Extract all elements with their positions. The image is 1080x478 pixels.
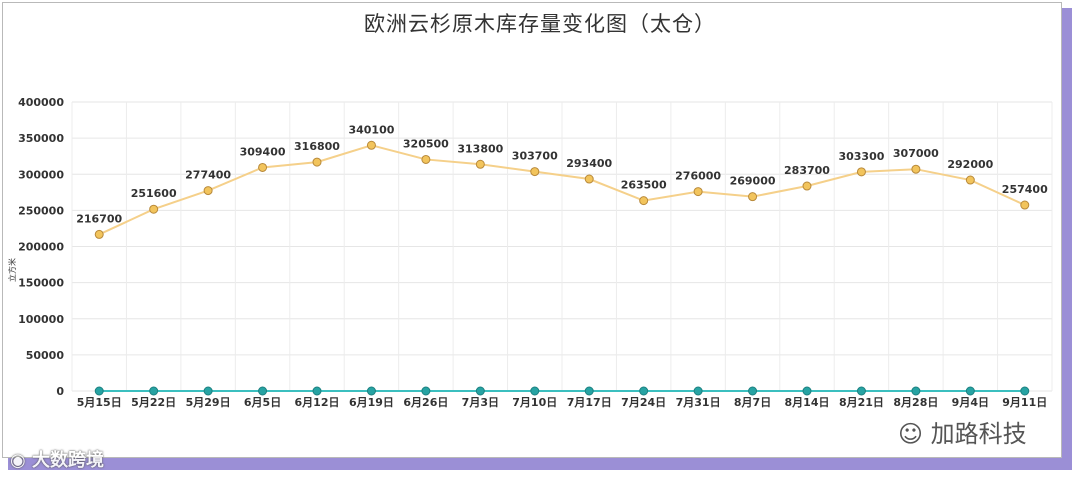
x-tick-label: 7月17日 bbox=[567, 396, 612, 409]
watermark-right: ☺ 加路科技 bbox=[898, 414, 1027, 449]
series-point bbox=[911, 164, 921, 174]
series-point bbox=[366, 386, 376, 396]
series-point bbox=[421, 154, 431, 164]
y-tick-label: 50000 bbox=[26, 349, 65, 362]
y-tick-label: 400000 bbox=[18, 96, 64, 109]
x-tick-label: 7月31日 bbox=[676, 396, 721, 409]
series-line bbox=[98, 144, 1026, 236]
series-point bbox=[149, 204, 159, 214]
data-label: 303300 bbox=[838, 150, 884, 163]
series-point bbox=[965, 386, 975, 396]
series-point bbox=[965, 175, 975, 185]
x-tick-label: 8月21日 bbox=[839, 396, 884, 409]
data-label: 292000 bbox=[947, 158, 993, 171]
series-point bbox=[911, 386, 921, 396]
series-point bbox=[584, 386, 594, 396]
y-tick-label: 100000 bbox=[18, 313, 64, 326]
series-point bbox=[856, 167, 866, 177]
weibo-icon: ◉ bbox=[10, 450, 32, 471]
y-tick-label: 200000 bbox=[18, 241, 64, 254]
data-label: 303700 bbox=[512, 150, 558, 163]
series-point bbox=[475, 386, 485, 396]
data-label: 257400 bbox=[1002, 183, 1048, 196]
watermark-left: ◉ 大数跨境 bbox=[10, 446, 104, 472]
x-tick-label: 9月11日 bbox=[1002, 396, 1047, 409]
x-tick-label: 7月10日 bbox=[512, 396, 557, 409]
data-label: 216700 bbox=[76, 212, 122, 225]
x-tick-label: 6月12日 bbox=[295, 396, 340, 409]
series-point bbox=[203, 386, 213, 396]
series-point bbox=[312, 386, 322, 396]
y-axis-label: 立方米 bbox=[7, 258, 17, 282]
data-label: 276000 bbox=[675, 170, 721, 183]
series-point bbox=[149, 386, 159, 396]
x-tick-labels: 5月15日 5月22日 5月29日 6月5日 6月12日 6月19日 6月26日 7月3日 7月… bbox=[77, 396, 1048, 409]
series-point bbox=[312, 157, 322, 167]
series-point bbox=[693, 187, 703, 197]
watermark-right-text: 加路科技 bbox=[930, 420, 1027, 448]
data-label: 316800 bbox=[294, 140, 340, 153]
x-tick-label: 8月28日 bbox=[893, 396, 938, 409]
series-point bbox=[748, 386, 758, 396]
y-tick-label: 150000 bbox=[18, 277, 64, 290]
series-point bbox=[530, 386, 540, 396]
data-label: 251600 bbox=[131, 187, 177, 200]
y-tick-labels: 0 50000 100000 150000 200000 250000 300000 3500… bbox=[18, 96, 64, 398]
chart-frame bbox=[2, 2, 1062, 458]
x-tick-label: 7月24日 bbox=[621, 396, 666, 409]
x-tick-label: 8月7日 bbox=[734, 396, 771, 409]
x-tick-label: 6月19日 bbox=[349, 396, 394, 409]
x-tick-label: 5月29日 bbox=[186, 396, 231, 409]
x-tick-label: 9月4日 bbox=[952, 396, 989, 409]
data-label: 277400 bbox=[185, 169, 231, 182]
series-point bbox=[802, 386, 812, 396]
y-tick-label: 350000 bbox=[18, 132, 64, 145]
series-point bbox=[94, 229, 104, 239]
x-tick-label: 6月26日 bbox=[403, 396, 448, 409]
series-point bbox=[530, 167, 540, 177]
series-point bbox=[1020, 200, 1030, 210]
x-tick-label: 8月14日 bbox=[785, 396, 830, 409]
data-label: 263500 bbox=[621, 179, 667, 192]
series-point bbox=[475, 159, 485, 169]
data-label: 307000 bbox=[893, 147, 939, 160]
series-point bbox=[639, 386, 649, 396]
series-point bbox=[693, 386, 703, 396]
series-point bbox=[639, 196, 649, 206]
x-tick-label: 5月22日 bbox=[131, 396, 176, 409]
data-label: 283700 bbox=[784, 164, 830, 177]
y-tick-label: 0 bbox=[56, 385, 64, 398]
y-tick-label: 250000 bbox=[18, 204, 64, 217]
x-tick-label: 5月15日 bbox=[77, 396, 122, 409]
series-group bbox=[94, 140, 1030, 396]
wechat-icon: ☺ bbox=[898, 420, 931, 448]
chart-title: 欧洲云杉原木库存量变化图（太仓） bbox=[364, 12, 716, 36]
series-point bbox=[1020, 386, 1030, 396]
watermark-left-text: 大数跨境 bbox=[31, 450, 104, 471]
y-tick-label: 300000 bbox=[18, 168, 64, 181]
series-point bbox=[584, 174, 594, 184]
series-point bbox=[94, 386, 104, 396]
data-label: 320500 bbox=[403, 137, 449, 150]
series-point bbox=[258, 162, 268, 172]
x-tick-label: 6月5日 bbox=[244, 396, 281, 409]
series-point bbox=[203, 186, 213, 196]
series-point bbox=[421, 386, 431, 396]
data-label: 313800 bbox=[457, 142, 503, 155]
x-tick-label: 7月3日 bbox=[462, 396, 499, 409]
grid-lines bbox=[71, 101, 1053, 392]
data-label: 293400 bbox=[566, 157, 612, 170]
data-labels: 216700 251600 277400 309400 316800 340100 3205… bbox=[76, 123, 1048, 225]
data-label: 340100 bbox=[348, 123, 394, 136]
series-point bbox=[856, 386, 866, 396]
data-label: 309400 bbox=[240, 145, 286, 158]
data-label: 269000 bbox=[730, 175, 776, 188]
series-point bbox=[748, 192, 758, 202]
series-point bbox=[258, 386, 268, 396]
series-point bbox=[366, 140, 376, 150]
series-point bbox=[802, 181, 812, 191]
